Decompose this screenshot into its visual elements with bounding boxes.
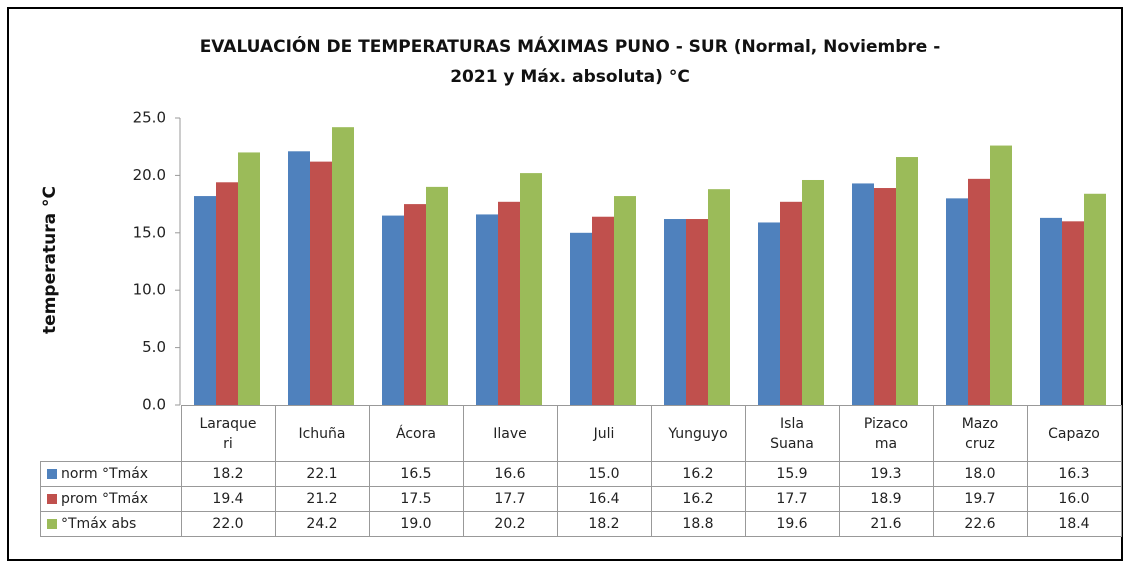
x-tick-label: Isla Suana (744, 405, 840, 462)
bar (1040, 217, 1062, 405)
bar (216, 182, 238, 405)
x-tick-label: Ichuña (274, 405, 370, 462)
y-axis-title: temperatura °C (40, 186, 60, 334)
data-label: 22.6 (932, 511, 1028, 537)
data-label: 19.0 (368, 511, 464, 537)
bar (194, 196, 216, 405)
data-label: 18.4 (1026, 511, 1122, 537)
x-tick-label: Yunguyo (650, 405, 746, 462)
data-label: 21.6 (838, 511, 934, 537)
bar (592, 216, 614, 405)
x-tick-label: Capazo (1026, 405, 1122, 462)
data-label: 18.8 (650, 511, 746, 537)
data-label: 16.2 (650, 461, 746, 487)
bar (990, 145, 1012, 405)
data-label: 22.0 (180, 511, 276, 537)
bar (288, 151, 310, 405)
data-label: 19.4 (180, 486, 276, 512)
data-label: 16.2 (650, 486, 746, 512)
bar (238, 152, 260, 405)
series-row: °Tmáx abs 22.0 24.2 19.0 20.2 18.2 18.8 19.6 21.… (40, 511, 1122, 537)
bar (802, 179, 824, 405)
bar (664, 219, 686, 405)
data-label: 18.9 (838, 486, 934, 512)
bar (852, 183, 874, 405)
data-label: 21.2 (274, 486, 370, 512)
bar (498, 201, 520, 405)
y-tick-label: 15.0 (133, 223, 166, 241)
data-label: 16.3 (1026, 461, 1122, 487)
legend-label: prom °Tmáx (61, 491, 149, 507)
bar (1062, 221, 1084, 405)
data-label: 24.2 (274, 511, 370, 537)
legend-key (47, 469, 57, 479)
frame (7, 7, 1123, 561)
series-row: norm °Tmáx 18.2 22.1 16.5 16.6 15.0 16.2 15.9 19… (40, 461, 1122, 487)
category-row: Laraque ri Ichuña Ácora Ilave Juli Yunguyo Isl… (40, 405, 1122, 462)
legend-key (47, 494, 57, 504)
bar (946, 198, 968, 405)
bar (780, 201, 802, 405)
bar (520, 173, 542, 405)
x-tick-label: Laraque ri (180, 405, 276, 462)
bar (382, 215, 404, 405)
bar (686, 219, 708, 405)
bar (874, 188, 896, 405)
x-tick-label: Ácora (368, 405, 464, 462)
data-label: 19.3 (838, 461, 934, 487)
data-label: 17.7 (462, 486, 558, 512)
bar (614, 196, 636, 405)
bar (570, 232, 592, 405)
y-tick-label: 10.0 (133, 281, 166, 299)
data-label: 17.7 (744, 486, 840, 512)
y-tick-label: 5.0 (142, 338, 166, 356)
bar (896, 157, 918, 405)
data-label: 16.4 (556, 486, 652, 512)
x-tick-label: Juli (556, 405, 652, 462)
data-label: 20.2 (462, 511, 558, 537)
table-corner (40, 405, 182, 462)
bar (404, 204, 426, 405)
legend-entry: prom °Tmáx (40, 486, 182, 512)
legend-label: °Tmáx abs (61, 516, 137, 532)
data-label: 22.1 (274, 461, 370, 487)
legend-label: norm °Tmáx (61, 466, 149, 482)
legend-entry: norm °Tmáx (40, 461, 182, 487)
data-label: 18.0 (932, 461, 1028, 487)
data-label: 18.2 (556, 511, 652, 537)
y-tick-label: 20.0 (133, 166, 166, 184)
y-tick-label: 25.0 (133, 109, 166, 127)
x-tick-label: Mazo cruz (932, 405, 1028, 462)
data-label: 19.7 (932, 486, 1028, 512)
x-tick-label: Ilave (462, 405, 558, 462)
legend-entry: °Tmáx abs (40, 511, 182, 537)
chart-title: EVALUACIÓN DE TEMPERATURAS MÁXIMAS PUNO … (199, 37, 941, 87)
data-label: 18.2 (180, 461, 276, 487)
x-tick-label: Pizaco ma (838, 405, 934, 462)
data-label: 16.5 (368, 461, 464, 487)
data-label: 15.0 (556, 461, 652, 487)
bar (310, 161, 332, 405)
data-label: 15.9 (744, 461, 840, 487)
bar (426, 186, 448, 405)
bar (476, 214, 498, 405)
bar (708, 189, 730, 405)
bar (968, 178, 990, 405)
data-table: Laraque ri Ichuña Ácora Ilave Juli Yunguyo Isl… (40, 405, 1122, 537)
bar (758, 222, 780, 405)
series-row: prom °Tmáx 19.4 21.2 17.5 17.7 16.4 16.2 17.7 18… (40, 486, 1122, 512)
bar (1084, 193, 1106, 405)
data-label: 16.0 (1026, 486, 1122, 512)
bar (332, 127, 354, 406)
data-label: 16.6 (462, 461, 558, 487)
data-label: 17.5 (368, 486, 464, 512)
legend-key (47, 519, 57, 529)
data-label: 19.6 (744, 511, 840, 537)
